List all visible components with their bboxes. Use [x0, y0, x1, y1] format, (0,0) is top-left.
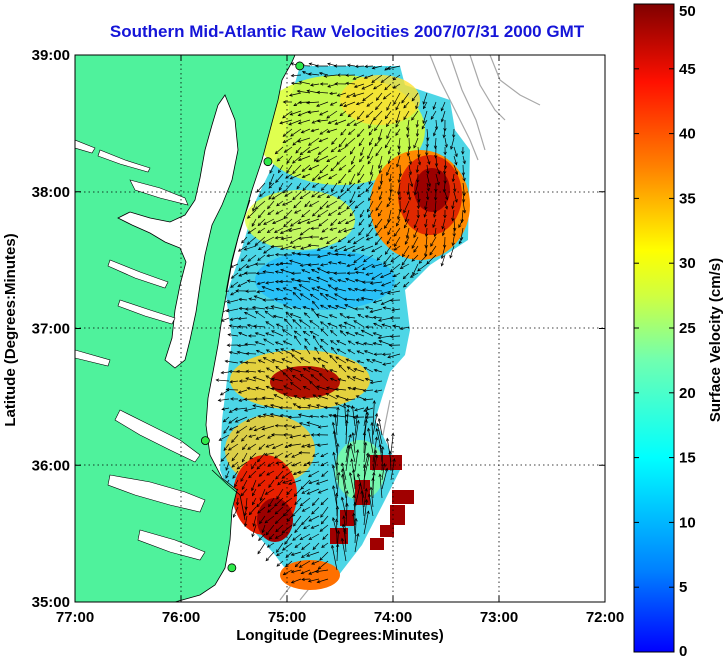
y-axis-title: Latitude (Degrees:Minutes): [2, 233, 19, 426]
y-tick-label: 37:00: [32, 321, 70, 338]
colorbar-title: Surface Velocity (cm/s): [707, 258, 724, 422]
colorbar-tick-label: 25: [679, 320, 696, 337]
x-axis-title: Longitude (Degrees:Minutes): [236, 627, 444, 644]
colorbar-tick-label: 20: [679, 385, 696, 402]
colorbar-tick-label: 50: [679, 3, 696, 20]
colorbar-tick-label: 15: [679, 450, 696, 467]
x-tick-label: 72:00: [586, 609, 624, 626]
x-tick-label: 75:00: [268, 609, 306, 626]
x-tick-label: 77:00: [56, 609, 94, 626]
x-tick-label: 76:00: [162, 609, 200, 626]
colorbar-tick-label: 35: [679, 190, 696, 207]
colorbar: [633, 3, 675, 653]
station-marker: [295, 61, 305, 71]
y-axis: 35:00 36:00 37:00 38:00 39:00: [32, 47, 605, 611]
x-axis: 77:00 76:00 75:00 74:00 73:00 72:00: [56, 55, 624, 626]
inland-water: [117, 94, 239, 369]
x-tick-label: 73:00: [480, 609, 518, 626]
station-marker: [263, 157, 273, 167]
grid-lines: [75, 55, 605, 602]
colorbar-tick-label: 0: [679, 643, 687, 659]
colorbar-tick-label: 30: [679, 255, 696, 272]
station-markers: [200, 61, 305, 573]
colorbar-tick-label: 10: [679, 514, 696, 531]
colorbar-tick-label: 40: [679, 126, 696, 143]
y-tick-label: 36:00: [32, 457, 70, 474]
station-marker: [200, 436, 210, 446]
y-tick-label: 38:00: [32, 184, 70, 201]
x-tick-label: 74:00: [374, 609, 412, 626]
station-marker: [227, 563, 237, 573]
velocity-field: [215, 62, 470, 590]
map-title: Southern Mid-Atlantic Raw Velocities 200…: [109, 22, 585, 41]
colorbar-ticks: 0 5 10 15 20 25 30 35 40 45 50: [634, 3, 696, 659]
y-tick-label: 35:00: [32, 594, 70, 611]
colorbar-tick-label: 45: [679, 61, 696, 78]
y-tick-label: 39:00: [32, 47, 70, 64]
colorbar-tick-label: 5: [679, 579, 687, 596]
